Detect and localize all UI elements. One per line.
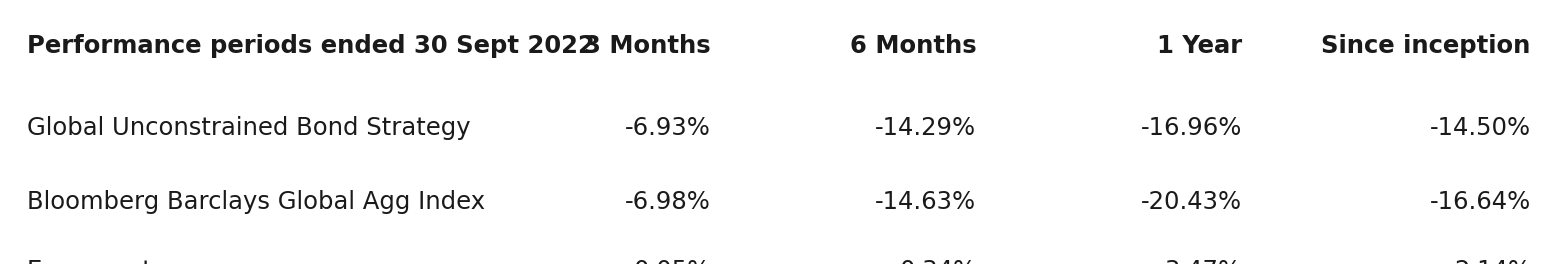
Text: 6 Months: 6 Months <box>850 34 976 58</box>
Text: -6.93%: -6.93% <box>625 116 711 140</box>
Text: 3.47%: 3.47% <box>1165 259 1242 264</box>
Text: 2.14%: 2.14% <box>1454 259 1531 264</box>
Text: 1 Year: 1 Year <box>1157 34 1242 58</box>
Text: Excess return: Excess return <box>27 259 192 264</box>
Text: -6.98%: -6.98% <box>625 190 711 214</box>
Text: 0.05%: 0.05% <box>634 259 711 264</box>
Text: 3 Months: 3 Months <box>584 34 711 58</box>
Text: Global Unconstrained Bond Strategy: Global Unconstrained Bond Strategy <box>27 116 470 140</box>
Text: 0.34%: 0.34% <box>900 259 976 264</box>
Text: -16.64%: -16.64% <box>1429 190 1531 214</box>
Text: Performance periods ended 30 Sept 2022: Performance periods ended 30 Sept 2022 <box>27 34 595 58</box>
Text: Bloomberg Barclays Global Agg Index: Bloomberg Barclays Global Agg Index <box>27 190 484 214</box>
Text: -14.50%: -14.50% <box>1429 116 1531 140</box>
Text: -14.63%: -14.63% <box>875 190 976 214</box>
Text: -20.43%: -20.43% <box>1140 190 1242 214</box>
Text: -14.29%: -14.29% <box>875 116 976 140</box>
Text: -16.96%: -16.96% <box>1140 116 1242 140</box>
Text: Since inception: Since inception <box>1321 34 1531 58</box>
